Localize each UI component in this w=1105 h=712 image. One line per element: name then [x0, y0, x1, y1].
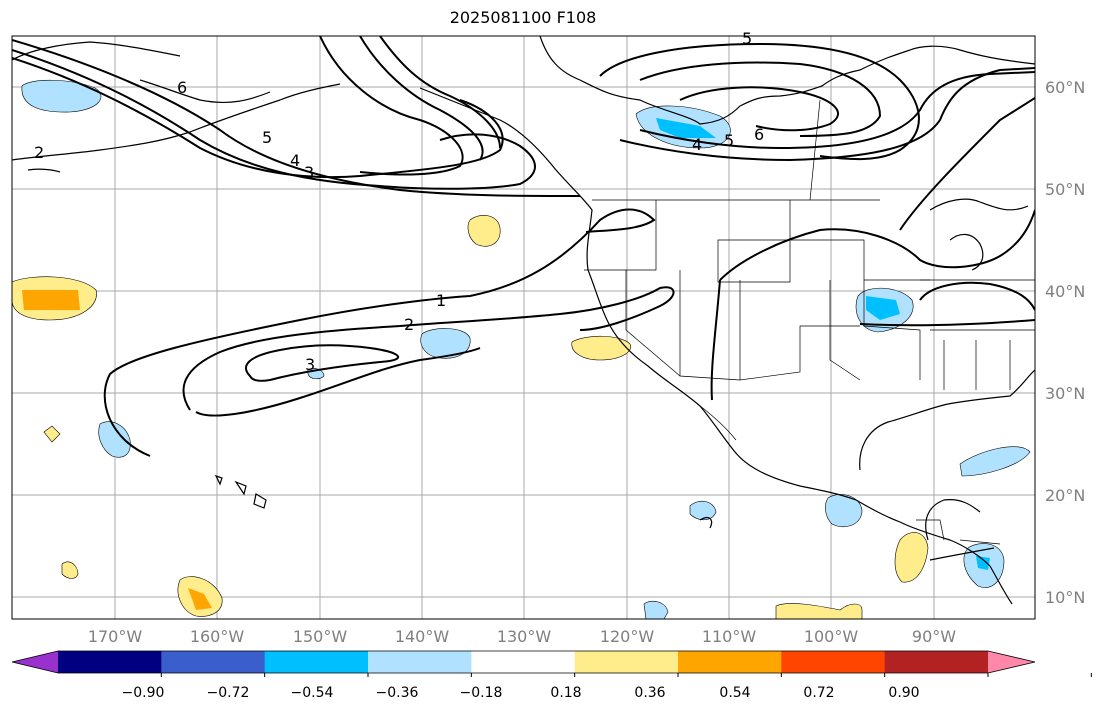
colorbar-tick-label: −0.72 — [207, 685, 250, 701]
lat-label: 40°N — [1045, 282, 1085, 301]
contour-lines — [12, 36, 1035, 457]
shade-patch — [894, 532, 929, 583]
shade-patch — [43, 425, 61, 443]
colorbar-segment — [884, 651, 989, 673]
shade-patch — [22, 290, 80, 310]
contour-label: 4 — [290, 151, 300, 170]
contour-1 — [103, 208, 656, 457]
contour-label: 4 — [692, 135, 702, 154]
colorbar-segment — [781, 651, 886, 673]
colorbar — [11, 650, 1092, 677]
lon-label: 110°W — [702, 627, 757, 646]
lon-label: 150°W — [293, 627, 348, 646]
colorbar-tick-label: −0.36 — [376, 685, 419, 701]
lon-label: 120°W — [600, 627, 655, 646]
contour-east-4 — [899, 97, 1035, 231]
shade-patch — [98, 421, 131, 458]
contour-east-ring — [919, 281, 1035, 311]
political-borders — [584, 99, 1035, 545]
shade-patch — [689, 500, 717, 521]
lon-label: 160°W — [190, 627, 245, 646]
lat-label: 60°N — [1045, 78, 1085, 97]
colorbar-extend-high — [988, 651, 1035, 673]
shade-patch — [866, 296, 900, 320]
contour-label: 3 — [305, 355, 315, 374]
contour-label: 6 — [177, 78, 187, 97]
colorbar-segment — [471, 651, 576, 673]
lat-label: 30°N — [1045, 384, 1085, 403]
contour-north-6 — [379, 36, 501, 149]
contour-east-5 — [639, 71, 1035, 150]
contour-label: 5 — [262, 128, 272, 147]
colorbar-tick-label: 0.18 — [550, 685, 581, 701]
colorbar-outline — [11, 650, 1036, 674]
lon-label: 100°W — [804, 627, 859, 646]
contour-label: 3 — [304, 163, 314, 182]
colorbar-segment — [368, 651, 472, 673]
shade-patch — [643, 600, 669, 619]
longitude-labels: 170°W 160°W 150°W 140°W 130°W 120°W 110°… — [88, 627, 956, 646]
shade-patch — [21, 79, 102, 113]
colorbar-segment — [58, 651, 162, 673]
colorbar-tick-label: 0.72 — [803, 685, 834, 701]
shade-patch — [420, 328, 471, 359]
contour-north-4 — [319, 36, 464, 176]
shade-patch — [976, 556, 990, 570]
shade-patch — [467, 215, 501, 247]
lat-label: 50°N — [1045, 180, 1085, 199]
contour-north-2 — [12, 49, 536, 190]
colorbar-segment — [161, 651, 266, 673]
contour-label-group: 1 2 3 2 3 4 5 6 4 5 6 5 — [34, 29, 764, 374]
contour-label: 6 — [754, 125, 764, 144]
shade-patch — [61, 561, 79, 579]
contour-north-3 — [12, 57, 504, 179]
contour-label: 2 — [34, 143, 44, 162]
shade-patch — [959, 446, 1031, 477]
colorbar-segment — [574, 651, 679, 673]
shade-patch — [825, 494, 863, 527]
colorbar-tick-label: 0.90 — [888, 685, 919, 701]
lon-label: 140°W — [395, 627, 450, 646]
contour-label: 1 — [436, 291, 446, 310]
lon-label: 170°W — [88, 627, 143, 646]
lon-label: 130°W — [497, 627, 552, 646]
colorbar-extend-low — [12, 651, 58, 673]
contour-east-6 — [619, 67, 1035, 162]
colorbar-tick-label: 0.54 — [719, 685, 750, 701]
colorbar-tick-label: −0.54 — [291, 685, 334, 701]
contour-2 — [182, 286, 675, 411]
contour-label: 2 — [404, 315, 414, 334]
contour-north-5 — [359, 36, 484, 161]
contour-3 — [244, 344, 400, 382]
colorbar-tick-label: −0.18 — [460, 685, 503, 701]
contour-east-2 — [639, 61, 882, 137]
colorbar-ticks: −0.90 −0.72 −0.54 −0.36 −0.18 0.18 0.36 … — [122, 685, 920, 701]
contour-north-1 — [12, 39, 581, 197]
contour-east-1 — [599, 42, 920, 161]
lon-label: 90°W — [912, 627, 956, 646]
lat-label: 20°N — [1045, 486, 1085, 505]
contour-label: 5 — [742, 29, 752, 48]
shade-patch — [656, 118, 716, 138]
colorbar-tick-label: −0.90 — [122, 685, 165, 701]
map-title: 2025081100 F108 — [449, 8, 597, 27]
latitude-labels: 60°N 50°N 40°N 30°N 20°N 10°N — [1045, 78, 1085, 607]
contour-label: 5 — [724, 131, 734, 150]
map-frame — [11, 35, 1036, 620]
contour-east-3 — [679, 86, 839, 132]
contour-east-loop — [710, 209, 1035, 401]
lat-label: 10°N — [1045, 588, 1085, 607]
colorbar-tick-label: 0.36 — [634, 685, 665, 701]
contour-east-south — [859, 319, 1035, 327]
colorbar-segment — [264, 651, 369, 673]
shade-patch — [775, 603, 863, 619]
shade-patch — [188, 588, 212, 610]
shade-patch — [571, 335, 631, 361]
contour-3-outer — [195, 347, 481, 417]
colorbar-segment — [678, 651, 782, 673]
